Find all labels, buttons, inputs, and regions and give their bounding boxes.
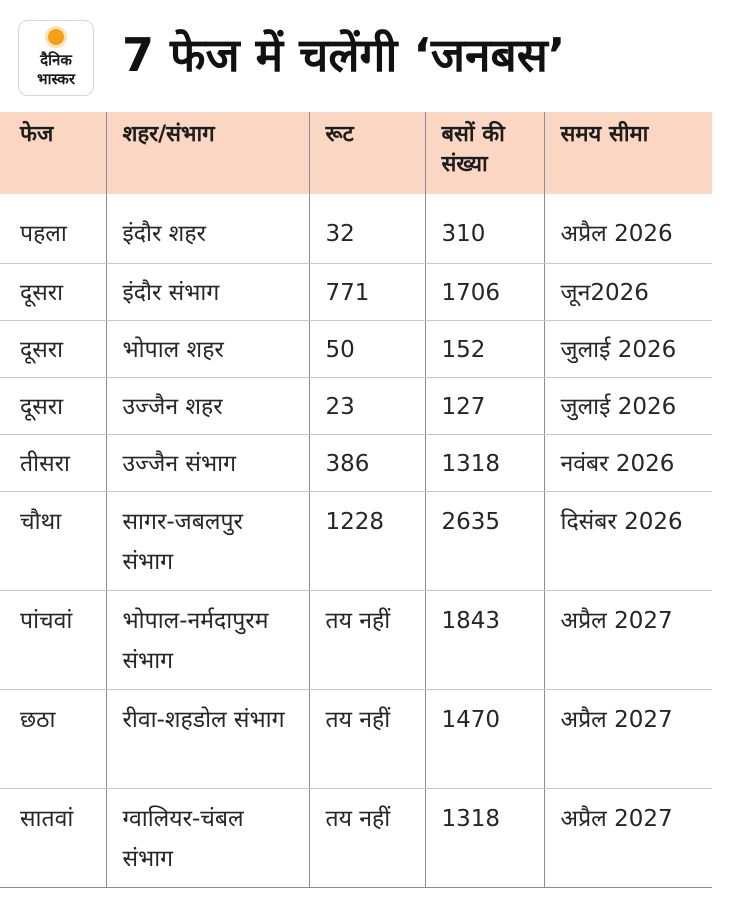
cell-route: 23 [308,377,425,435]
cell-deadline: अप्रैल 2027 [543,788,712,888]
cell-city-division: ग्वालियर-चंबल संभाग [105,788,309,888]
table-row: दूसरा इंदौर संभाग 771 1706 जून2026 [0,263,712,321]
cell-bus-count: 1318 [424,788,544,888]
cell-route: तय नहीं [308,689,425,789]
cell-deadline: दिसंबर 2026 [543,491,712,591]
cell-route: 32 [308,194,425,264]
cell-phase: पांचवां [0,590,106,690]
header: दैनिक भास्कर 7 फेज में चलेंगी ‘जनबस’ [0,0,730,112]
cell-phase: चौथा [0,491,106,591]
cell-bus-count: 310 [424,194,544,264]
cell-deadline: अप्रैल 2027 [543,689,712,789]
logo-text-line2: भास्कर [37,70,75,88]
cell-phase: तीसरा [0,434,106,492]
cell-city-division: इंदौर शहर [105,194,309,264]
header-phase: फेज [0,112,106,194]
phase-table: फेज शहर/संभाग रूट बसों की संख्या समय सीम… [0,112,712,888]
cell-deadline: अप्रैल 2026 [543,194,712,264]
cell-city-division: भोपाल शहर [105,320,309,378]
table-header-row: फेज शहर/संभाग रूट बसों की संख्या समय सीम… [0,112,712,194]
table-row: पहला इंदौर शहर 32 310 अप्रैल 2026 [0,194,712,264]
header-city-division: शहर/संभाग [105,112,309,194]
cell-phase: दूसरा [0,320,106,378]
cell-phase: छठा [0,689,106,789]
cell-bus-count: 2635 [424,491,544,591]
cell-city-division: सागर-जबलपुर संभाग [105,491,309,591]
cell-route: 386 [308,434,425,492]
table: फेज शहर/संभाग रूट बसों की संख्या समय सीम… [0,112,712,888]
cell-city-division: उज्जैन शहर [105,377,309,435]
cell-bus-count: 1843 [424,590,544,690]
cell-city-division: इंदौर संभाग [105,263,309,321]
cell-deadline: जून2026 [543,263,712,321]
header-bus-count: बसों की संख्या [424,112,544,194]
cell-phase: दूसरा [0,263,106,321]
dainik-bhaskar-logo[interactable]: दैनिक भास्कर [18,20,94,96]
cell-bus-count: 1318 [424,434,544,492]
table-row: सातवां ग्वालियर-चंबल संभाग तय नहीं 1318 … [0,788,712,888]
table-row: चौथा सागर-जबलपुर संभाग 1228 2635 दिसंबर … [0,491,712,591]
header-deadline: समय सीमा [543,112,712,194]
header-route: रूट [308,112,425,194]
cell-route: तय नहीं [308,788,425,888]
cell-deadline: जुलाई 2026 [543,377,712,435]
cell-city-division: रीवा-शहडोल संभाग [105,689,309,789]
cell-route: 771 [308,263,425,321]
cell-phase: दूसरा [0,377,106,435]
cell-phase: पहला [0,194,106,264]
cell-bus-count: 152 [424,320,544,378]
cell-city-division: उज्जैन संभाग [105,434,309,492]
cell-deadline: नवंबर 2026 [543,434,712,492]
cell-deadline: अप्रैल 2027 [543,590,712,690]
cell-route: 1228 [308,491,425,591]
cell-deadline: जुलाई 2026 [543,320,712,378]
table-row: तीसरा उज्जैन संभाग 386 1318 नवंबर 2026 [0,434,712,492]
cell-bus-count: 1706 [424,263,544,321]
cell-route: 50 [308,320,425,378]
table-row: दूसरा उज्जैन शहर 23 127 जुलाई 2026 [0,377,712,435]
cell-bus-count: 127 [424,377,544,435]
cell-city-division: भोपाल-नर्मदापुरम संभाग [105,590,309,690]
cell-phase: सातवां [0,788,106,888]
headline: 7 फेज में चलेंगी ‘जनबस’ [122,28,566,82]
sun-icon [48,29,64,45]
table-row: छठा रीवा-शहडोल संभाग तय नहीं 1470 अप्रैल… [0,689,712,789]
logo-text-line1: दैनिक [40,51,72,69]
table-row: पांचवां भोपाल-नर्मदापुरम संभाग तय नहीं 1… [0,590,712,690]
cell-bus-count: 1470 [424,689,544,789]
table-row: दूसरा भोपाल शहर 50 152 जुलाई 2026 [0,320,712,378]
cell-route: तय नहीं [308,590,425,690]
